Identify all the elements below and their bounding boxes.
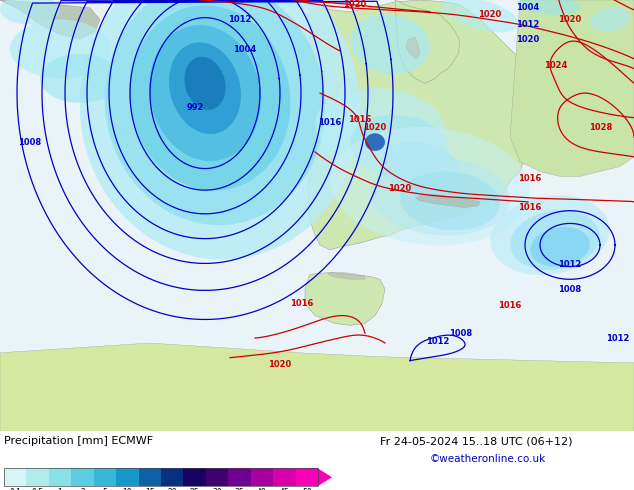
Ellipse shape	[129, 5, 290, 191]
Text: 1: 1	[58, 488, 62, 490]
Ellipse shape	[105, 0, 325, 225]
Ellipse shape	[491, 196, 609, 275]
Text: 1016: 1016	[348, 115, 372, 124]
Text: 1004: 1004	[516, 3, 540, 12]
Ellipse shape	[80, 0, 360, 260]
Ellipse shape	[184, 57, 226, 110]
Text: 20: 20	[167, 488, 177, 490]
Text: 1016: 1016	[290, 299, 314, 308]
Ellipse shape	[520, 0, 580, 15]
Bar	[94, 468, 116, 486]
Bar	[206, 468, 228, 486]
Bar	[273, 468, 295, 486]
Polygon shape	[170, 27, 218, 49]
Text: 50: 50	[302, 488, 312, 490]
Ellipse shape	[510, 210, 600, 270]
Text: 1028: 1028	[590, 123, 612, 132]
Polygon shape	[308, 0, 535, 250]
Polygon shape	[406, 37, 420, 59]
Ellipse shape	[370, 156, 510, 236]
Bar	[4, 468, 27, 486]
Text: 1020: 1020	[479, 10, 501, 19]
Text: 1020: 1020	[516, 35, 540, 44]
Text: 30: 30	[212, 488, 222, 490]
Text: 25: 25	[190, 488, 200, 490]
Text: 1008: 1008	[450, 329, 472, 338]
Ellipse shape	[0, 0, 60, 24]
Text: 1020: 1020	[363, 123, 387, 132]
Bar	[250, 468, 273, 486]
Text: 0.5: 0.5	[32, 488, 44, 490]
Bar	[183, 468, 206, 486]
Bar	[161, 468, 183, 486]
Text: 1012: 1012	[426, 337, 450, 345]
Text: 1020: 1020	[559, 15, 581, 24]
Text: ©weatheronline.co.uk: ©weatheronline.co.uk	[430, 454, 547, 464]
Polygon shape	[336, 78, 355, 110]
Ellipse shape	[169, 42, 241, 134]
Text: 40: 40	[257, 488, 267, 490]
Text: 1024: 1024	[545, 61, 567, 70]
Polygon shape	[328, 272, 365, 279]
Bar	[4, 468, 318, 486]
Ellipse shape	[530, 227, 590, 267]
Polygon shape	[325, 96, 335, 110]
Text: Precipitation [mm] ECMWF: Precipitation [mm] ECMWF	[4, 436, 153, 446]
Polygon shape	[318, 468, 332, 486]
Text: 1020: 1020	[344, 0, 366, 9]
Text: 15: 15	[145, 488, 155, 490]
Bar	[228, 468, 250, 486]
Ellipse shape	[590, 7, 630, 32]
Bar	[27, 468, 49, 486]
Ellipse shape	[380, 142, 460, 192]
Ellipse shape	[330, 127, 530, 245]
Text: 1016: 1016	[519, 203, 541, 212]
Text: 35: 35	[235, 488, 244, 490]
Polygon shape	[510, 0, 634, 176]
Polygon shape	[395, 0, 460, 83]
Bar	[116, 468, 139, 486]
Ellipse shape	[149, 25, 261, 161]
Polygon shape	[415, 194, 480, 208]
Text: Fr 24-05-2024 15..18 UTC (06+12): Fr 24-05-2024 15..18 UTC (06+12)	[380, 436, 573, 446]
Polygon shape	[305, 272, 385, 325]
Text: 10: 10	[122, 488, 132, 490]
Text: 1012: 1012	[559, 260, 581, 269]
Text: 1020: 1020	[389, 184, 411, 193]
Text: 1016: 1016	[519, 174, 541, 183]
Ellipse shape	[10, 20, 110, 78]
Text: 992: 992	[186, 103, 204, 112]
Text: 1008: 1008	[18, 138, 42, 147]
Text: 2: 2	[80, 488, 85, 490]
Text: 1012: 1012	[228, 15, 252, 24]
Text: 1008: 1008	[559, 285, 581, 294]
Ellipse shape	[350, 14, 430, 74]
Polygon shape	[0, 0, 100, 39]
Text: 1020: 1020	[268, 360, 292, 369]
Bar	[139, 468, 161, 486]
Text: 1004: 1004	[233, 45, 257, 53]
Ellipse shape	[40, 54, 120, 103]
Ellipse shape	[315, 88, 445, 167]
Bar	[49, 468, 71, 486]
Text: 1016: 1016	[498, 301, 522, 310]
Text: 1016: 1016	[318, 118, 342, 127]
Ellipse shape	[365, 133, 385, 151]
Text: 45: 45	[280, 488, 289, 490]
Ellipse shape	[441, 0, 519, 32]
Text: 1012: 1012	[606, 334, 630, 343]
Bar	[71, 468, 94, 486]
Ellipse shape	[350, 115, 450, 179]
Text: 5: 5	[103, 488, 107, 490]
Text: 1012: 1012	[516, 20, 540, 29]
Bar	[295, 468, 318, 486]
Polygon shape	[0, 343, 634, 431]
Ellipse shape	[400, 172, 500, 230]
Text: 0.1: 0.1	[10, 488, 21, 490]
